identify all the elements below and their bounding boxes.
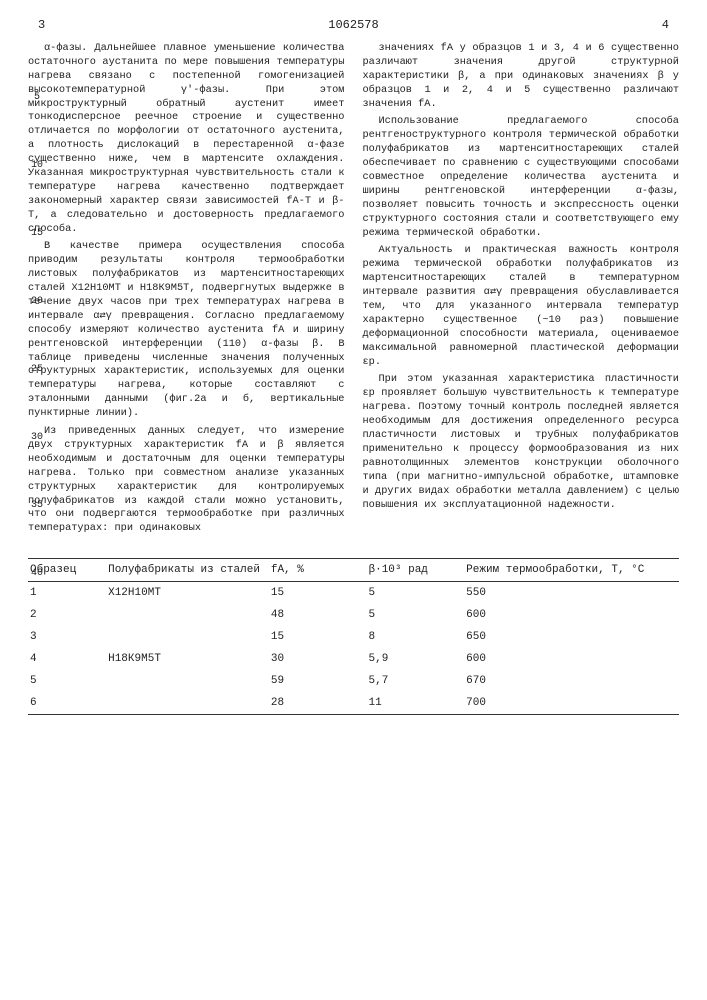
cell: 670 xyxy=(464,670,679,692)
table-header: Образец Полуфабрикаты из сталей fA, % β·… xyxy=(28,559,679,582)
cell: 2 xyxy=(28,604,106,626)
left-para-3: Из приведенных данных следует, что измер… xyxy=(28,425,345,536)
document-id: 1062578 xyxy=(328,18,378,32)
right-para-3: Актуальность и практическая важность кон… xyxy=(363,244,680,369)
cell: 600 xyxy=(464,648,679,670)
cell: 600 xyxy=(464,604,679,626)
cell xyxy=(106,604,269,626)
line-number: 35 xyxy=(28,500,46,511)
line-number: 40 xyxy=(28,568,46,579)
table-body: 1 Х12Н10МТ 15 5 550 2 48 5 600 3 15 8 65… xyxy=(28,582,679,715)
right-column: значениях fA у образцов 1 и 3, 4 и 6 сущ… xyxy=(363,42,680,540)
cell: 5 xyxy=(367,582,465,605)
page: 3 1062578 4 α-фазы. Дальнейшее плавное у… xyxy=(0,0,707,1000)
left-para-1: α-фазы. Дальнейшее плавное уменьшение ко… xyxy=(28,42,345,236)
cell xyxy=(106,670,269,692)
cell xyxy=(106,626,269,648)
cell: 650 xyxy=(464,626,679,648)
cell: 5,9 xyxy=(367,648,465,670)
left-para-2: В качестве примера осуществления способа… xyxy=(28,240,345,421)
line-number: 25 xyxy=(28,364,46,375)
right-para-4: При этом указанная характеристика пласти… xyxy=(363,373,680,512)
cell: 15 xyxy=(269,626,367,648)
cell: 4 xyxy=(28,648,106,670)
cell: 6 xyxy=(28,692,106,715)
text-columns: α-фазы. Дальнейшее плавное уменьшение ко… xyxy=(28,42,679,540)
line-number: 15 xyxy=(28,228,46,239)
page-number-right: 4 xyxy=(662,18,669,32)
data-table: Образец Полуфабрикаты из сталей fA, % β·… xyxy=(28,558,679,715)
cell: 5,7 xyxy=(367,670,465,692)
col-header-steel: Полуфабрикаты из сталей xyxy=(106,559,269,582)
cell: 5 xyxy=(28,670,106,692)
cell: 11 xyxy=(367,692,465,715)
cell: 30 xyxy=(269,648,367,670)
col-header-beta: β·10³ рад xyxy=(367,559,465,582)
cell: 8 xyxy=(367,626,465,648)
table-row: 2 48 5 600 xyxy=(28,604,679,626)
table-row: 3 15 8 650 xyxy=(28,626,679,648)
table-row: 6 28 11 700 xyxy=(28,692,679,715)
page-header: 3 1062578 4 xyxy=(28,18,679,32)
line-number: 30 xyxy=(28,432,46,443)
table-row: 5 59 5,7 670 xyxy=(28,670,679,692)
right-para-1: значениях fA у образцов 1 и 3, 4 и 6 сущ… xyxy=(363,42,680,111)
right-para-2: Использование предлагаемого способа рент… xyxy=(363,115,680,240)
cell: Х12Н10МТ xyxy=(106,582,269,605)
cell: 59 xyxy=(269,670,367,692)
table-row: 4 Н18К9М5Т 30 5,9 600 xyxy=(28,648,679,670)
cell: Н18К9М5Т xyxy=(106,648,269,670)
table-row: 1 Х12Н10МТ 15 5 550 xyxy=(28,582,679,605)
cell: 5 xyxy=(367,604,465,626)
cell: 15 xyxy=(269,582,367,605)
cell: 700 xyxy=(464,692,679,715)
cell: 550 xyxy=(464,582,679,605)
line-number: 20 xyxy=(28,296,46,307)
line-number: 10 xyxy=(28,160,46,171)
col-header-mode: Режим термообработки, Т, °С xyxy=(464,559,679,582)
cell xyxy=(106,692,269,715)
cell: 28 xyxy=(269,692,367,715)
line-number: 5 xyxy=(28,92,46,103)
cell: 3 xyxy=(28,626,106,648)
cell: 48 xyxy=(269,604,367,626)
col-header-fa: fA, % xyxy=(269,559,367,582)
left-column: α-фазы. Дальнейшее плавное уменьшение ко… xyxy=(28,42,345,540)
page-number-left: 3 xyxy=(38,18,45,32)
cell: 1 xyxy=(28,582,106,605)
